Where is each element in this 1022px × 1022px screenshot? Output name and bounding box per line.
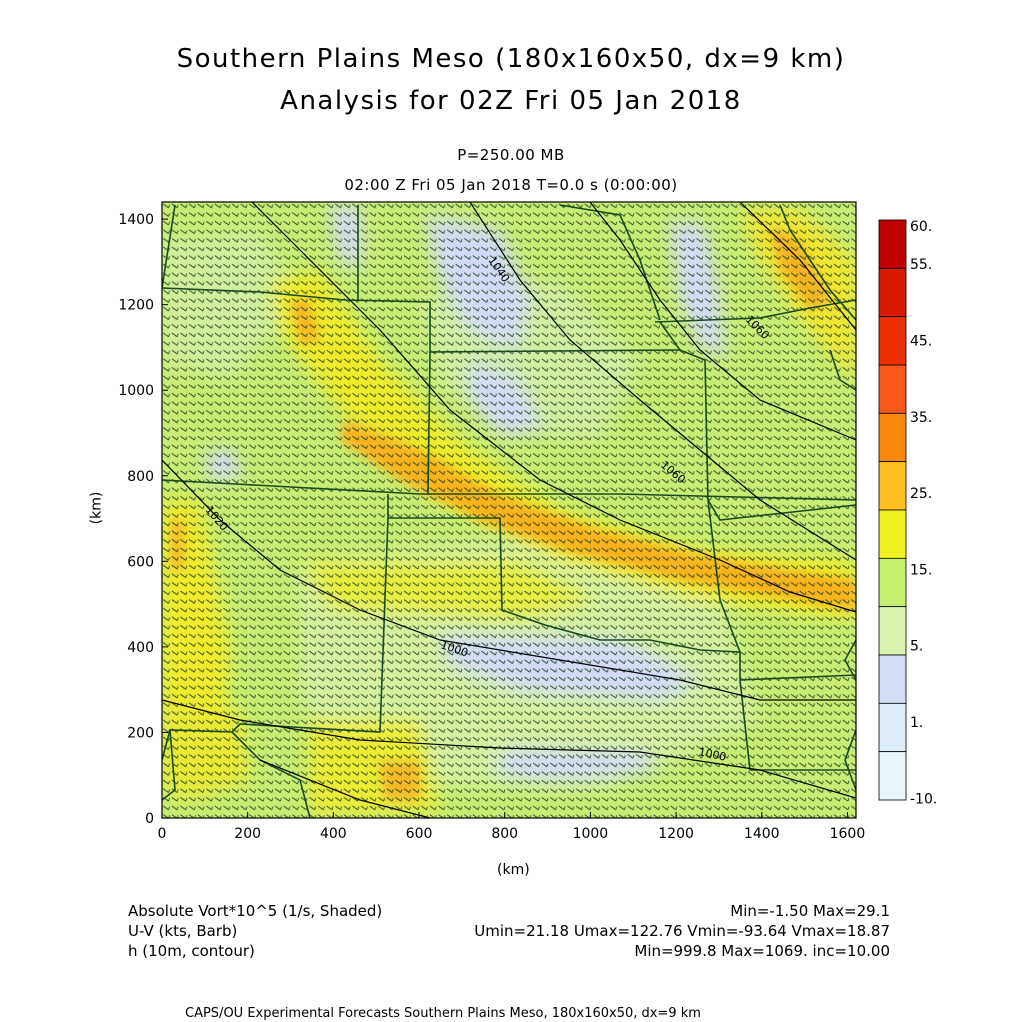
- x-tick-label: 1400: [744, 826, 780, 842]
- x-axis: 0 200 400 600 800 1000 1200 1400 1600: [158, 812, 866, 842]
- legend-field2: U-V (kts, Barb): [128, 922, 238, 940]
- colorbar-label: 55.: [910, 257, 932, 273]
- x-tick-label: 800: [491, 826, 518, 842]
- y-tick-label: 800: [127, 469, 154, 485]
- colorbar-label: 60.: [910, 219, 932, 235]
- colorbar-swatch: [878, 267, 907, 318]
- colorbar: 60. 55. 45. 35. 25. 15. 5. 1. -10.: [878, 219, 937, 807]
- y-tick-label: 1000: [118, 383, 154, 399]
- x-tick-label: 0: [158, 826, 167, 842]
- y-tick-label: 1400: [118, 212, 154, 228]
- title-line-1: Southern Plains Meso (180x160x50, dx=9 k…: [176, 44, 846, 74]
- x-axis-label: (km): [497, 862, 530, 878]
- colorbar-swatch: [878, 461, 907, 511]
- y-tick-label: 0: [145, 811, 154, 827]
- colorbar-swatch: [878, 316, 907, 366]
- vorticity-shading: 1040 1060 1060 1020 1000 1000: [162, 202, 856, 818]
- legend-field1-stats: Min=-1.50 Max=29.1: [730, 902, 890, 920]
- colorbar-swatch: [878, 557, 907, 608]
- x-tick-label: 600: [406, 826, 433, 842]
- contour-label: 1000: [697, 745, 727, 764]
- footer-credit: CAPS/OU Experimental Forecasts Southern …: [185, 1006, 701, 1021]
- y-tick-label: 600: [127, 554, 154, 570]
- x-tick-label: 1000: [573, 826, 609, 842]
- colorbar-swatch: [878, 219, 907, 269]
- y-tick-label: 400: [127, 640, 154, 656]
- plot-frame: [161, 201, 857, 819]
- colorbar-label: 15.: [910, 562, 932, 578]
- x-tick-label: 1200: [658, 826, 694, 842]
- colorbar-swatch: [878, 606, 907, 656]
- y-axis: 0 200 400 600 800 1000 1200 1400: [118, 212, 168, 827]
- legend-field2-stats: Umin=21.18 Umax=122.76 Vmin=-93.64 Vmax=…: [474, 922, 890, 940]
- colorbar-label: -10.: [910, 791, 937, 807]
- colorbar-swatch: [878, 751, 907, 801]
- colorbar-swatch: [878, 702, 907, 753]
- colorbar-swatch: [878, 654, 907, 704]
- colorbar-label: 25.: [910, 486, 932, 502]
- colorbar-label: 35.: [910, 410, 932, 426]
- colorbar-label: 45.: [910, 333, 932, 349]
- colorbar-swatch: [878, 509, 907, 559]
- y-axis-label: (km): [88, 491, 105, 525]
- colorbar-label: 1.: [910, 715, 923, 731]
- x-tick-label: 1600: [830, 826, 866, 842]
- colorbar-swatch: [878, 364, 907, 414]
- legend-field3: h (10m, contour): [128, 942, 255, 960]
- x-tick-label: 400: [320, 826, 347, 842]
- legend-field3-stats: Min=999.8 Max=1069. inc=10.00: [634, 942, 890, 960]
- y-tick-label: 200: [127, 725, 154, 741]
- title-line-2: Analysis for 02Z Fri 05 Jan 2018: [280, 86, 742, 116]
- legend-field1: Absolute Vort*10^5 (1/s, Shaded): [128, 902, 383, 920]
- valid-time: 02:00 Z Fri 05 Jan 2018 T=0.0 s (0:00:00…: [344, 176, 678, 194]
- y-tick-label: 1200: [118, 298, 154, 314]
- colorbar-swatch: [878, 412, 907, 463]
- pressure-level: P=250.00 MB: [457, 146, 565, 164]
- x-tick-label: 200: [234, 826, 261, 842]
- colorbar-label: 5.: [910, 639, 923, 655]
